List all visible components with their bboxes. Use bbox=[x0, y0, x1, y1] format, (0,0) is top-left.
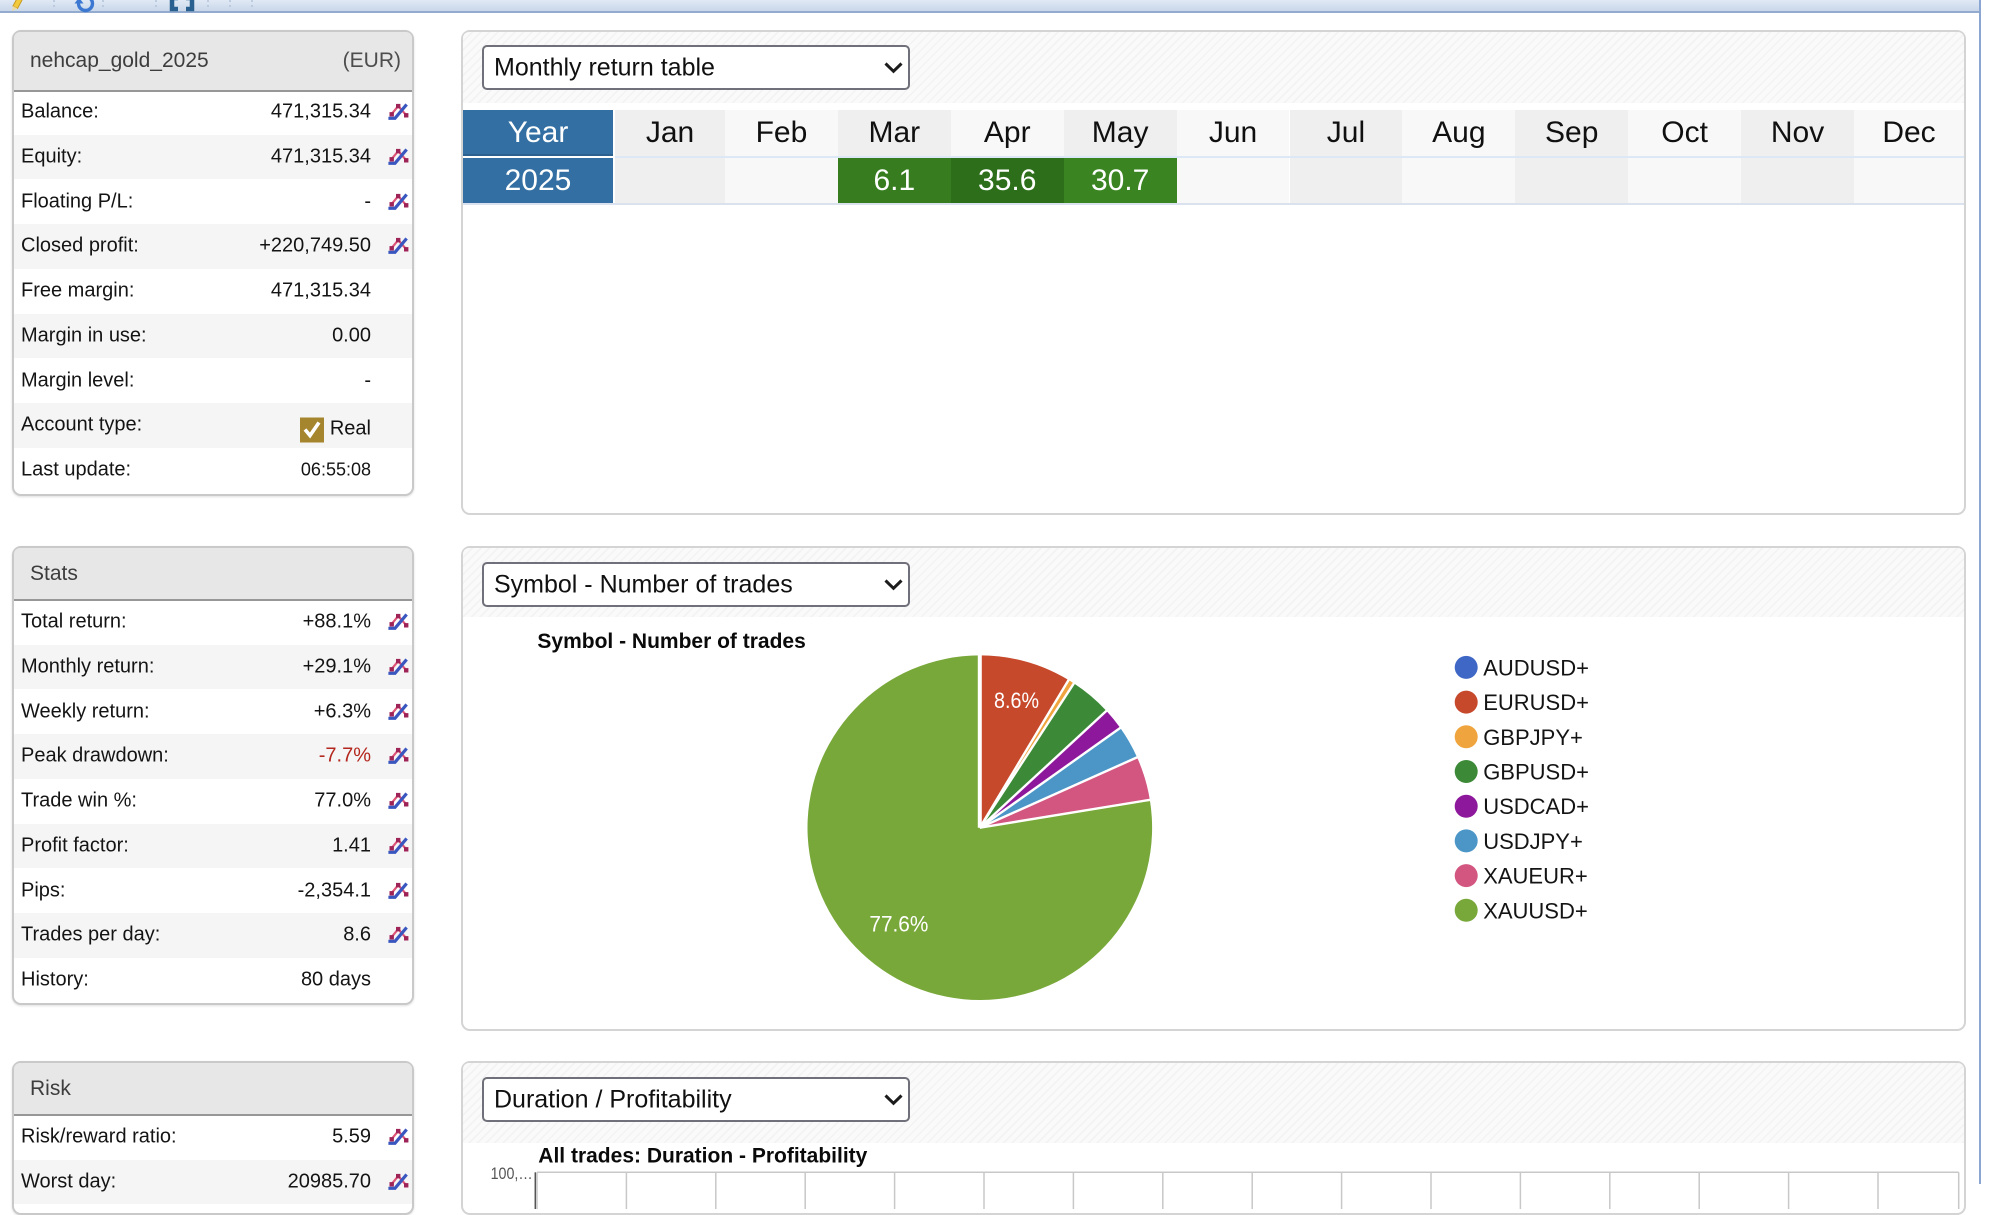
svg-text:77.6%: 77.6% bbox=[869, 912, 928, 937]
svg-text:EURUSD+: EURUSD+ bbox=[1483, 690, 1589, 715]
svg-text:XAUUSD+: XAUUSD+ bbox=[1483, 898, 1588, 923]
svg-text:AUDUSD+: AUDUSD+ bbox=[1483, 655, 1589, 680]
svg-text:USDJPY+: USDJPY+ bbox=[1483, 829, 1583, 854]
svg-text:8.6%: 8.6% bbox=[994, 688, 1039, 713]
svg-text:USDCAD+: USDCAD+ bbox=[1483, 794, 1589, 819]
svg-text:GBPUSD+: GBPUSD+ bbox=[1483, 760, 1589, 785]
svg-text:100,…: 100,… bbox=[491, 1164, 533, 1183]
svg-text:XAUEUR+: XAUEUR+ bbox=[1483, 864, 1588, 889]
svg-text:All trades: Duration - Profita: All trades: Duration - Profitability bbox=[538, 1145, 867, 1168]
svg-text:GBPJPY+: GBPJPY+ bbox=[1483, 725, 1583, 750]
svg-text:Symbol - Number of trades: Symbol - Number of trades bbox=[537, 630, 805, 653]
